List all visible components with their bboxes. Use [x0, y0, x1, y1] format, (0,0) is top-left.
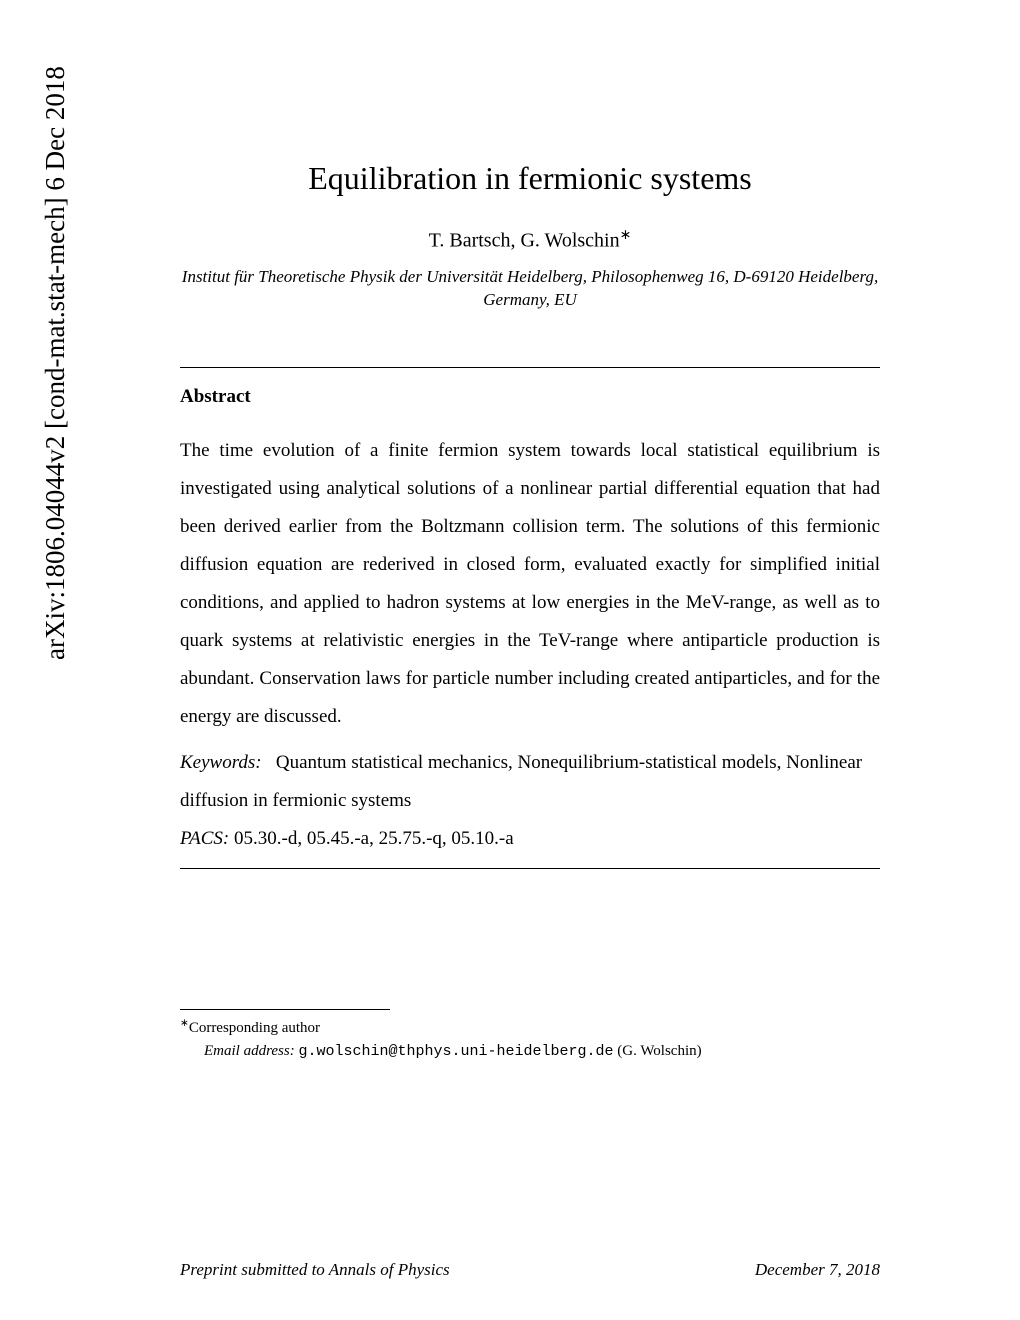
page-footer: Preprint submitted to Annals of Physics …: [180, 1260, 880, 1280]
pacs-text: 05.30.-d, 05.45.-a, 25.75.-q, 05.10.-a: [234, 828, 514, 849]
abstract-heading: Abstract: [180, 386, 880, 408]
bottom-rule: [180, 868, 880, 869]
top-rule: [180, 367, 880, 368]
author-marker: ∗: [620, 228, 632, 243]
corresponding-text: Corresponding author: [189, 1020, 320, 1036]
paper-title: Equilibration in fermionic systems: [180, 160, 880, 197]
footnote-corresponding: ∗Corresponding author: [180, 1016, 880, 1040]
arxiv-identifier: arXiv:1806.04044v2 [cond-mat.stat-mech] …: [40, 66, 71, 660]
email-name: (G. Wolschin): [617, 1043, 701, 1059]
email-label: Email address:: [204, 1043, 295, 1059]
authors-text: T. Bartsch, G. Wolschin: [429, 230, 620, 252]
paper-authors: T. Bartsch, G. Wolschin∗: [180, 227, 880, 253]
keywords-line: Keywords: Quantum statistical mechanics,…: [180, 744, 880, 820]
keywords-text: Quantum statistical mechanics, Nonequili…: [180, 752, 862, 811]
paper-content: Equilibration in fermionic systems T. Ba…: [180, 160, 880, 1063]
abstract-body: The time evolution of a finite fermion s…: [180, 432, 880, 736]
footer-journal: Preprint submitted to Annals of Physics: [180, 1260, 450, 1280]
keywords-label: Keywords:: [180, 752, 262, 773]
footer-date: December 7, 2018: [755, 1260, 880, 1280]
footnote-block: ∗Corresponding author Email address: g.w…: [180, 1016, 880, 1063]
pacs-label: PACS:: [180, 828, 229, 849]
paper-affiliation: Institut für Theoretische Physik der Uni…: [180, 265, 880, 313]
pacs-line: PACS: 05.30.-d, 05.45.-a, 25.75.-q, 05.1…: [180, 820, 880, 858]
email-address: g.wolschin@thphys.uni-heidelberg.de: [298, 1043, 613, 1060]
footnote-marker: ∗: [180, 1018, 189, 1029]
footnote-rule: [180, 1009, 390, 1010]
footnote-email-line: Email address: g.wolschin@thphys.uni-hei…: [180, 1040, 880, 1064]
